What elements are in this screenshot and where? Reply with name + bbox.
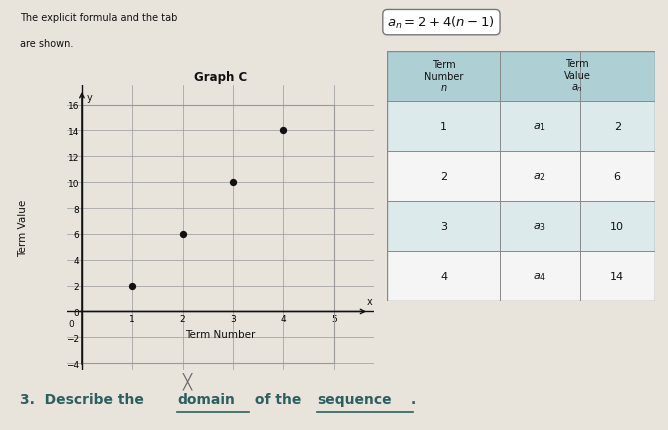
Text: .: . [411, 393, 416, 406]
Bar [580, 251, 655, 301]
Bar [387, 251, 500, 301]
Text: 6: 6 [614, 171, 621, 181]
Text: $a_2$: $a_2$ [533, 170, 546, 182]
Text: 2: 2 [440, 171, 447, 181]
Text: Term
Value
$a_n$: Term Value $a_n$ [564, 59, 591, 94]
Text: of the: of the [250, 393, 307, 406]
Text: domain: domain [177, 393, 235, 406]
Text: 14: 14 [610, 271, 625, 281]
Text: 3.  Describe the: 3. Describe the [20, 393, 149, 406]
X-axis label: Term Number: Term Number [185, 329, 256, 339]
Bar [387, 101, 500, 151]
Bar [500, 251, 580, 301]
Bar [387, 52, 580, 101]
Text: sequence: sequence [317, 393, 392, 406]
Text: 1: 1 [440, 121, 447, 132]
Text: $a_3$: $a_3$ [533, 220, 546, 232]
Text: x: x [367, 297, 372, 307]
Bar [82, 105, 334, 363]
Text: Term Value: Term Value [19, 200, 28, 256]
Text: 2: 2 [614, 121, 621, 132]
Bar [580, 101, 655, 151]
Text: 3: 3 [440, 221, 447, 231]
Title: Graph C: Graph C [194, 71, 247, 83]
Text: are shown.: are shown. [20, 39, 73, 49]
Text: ╳: ╳ [182, 372, 192, 389]
Text: y: y [87, 92, 93, 102]
Point [228, 179, 238, 186]
Text: 0: 0 [69, 319, 74, 329]
Text: Term
Number
$n$: Term Number $n$ [424, 60, 463, 93]
Text: 4: 4 [440, 271, 447, 281]
Bar [580, 201, 655, 251]
Bar [580, 151, 655, 201]
Bar [500, 201, 580, 251]
Text: $a_n = 2 + 4(n - 1)$: $a_n = 2 + 4(n - 1)$ [387, 15, 496, 31]
Text: The explicit formula and the tab: The explicit formula and the tab [20, 13, 178, 23]
Bar [387, 201, 500, 251]
Point [278, 128, 289, 135]
Bar [500, 101, 580, 151]
Text: $a_1$: $a_1$ [533, 120, 546, 132]
Bar [500, 151, 580, 201]
Text: 10: 10 [611, 221, 624, 231]
Text: $a_4$: $a_4$ [533, 270, 546, 282]
Point [177, 231, 188, 238]
Point [127, 283, 138, 289]
Bar [580, 52, 655, 101]
Bar [387, 151, 500, 201]
